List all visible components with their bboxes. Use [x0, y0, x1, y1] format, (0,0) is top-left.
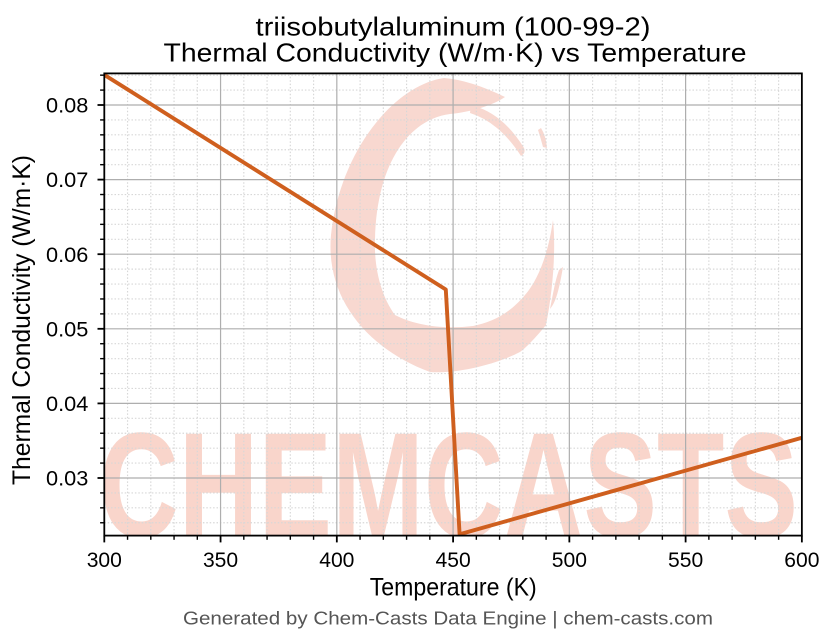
- svg-text:0.03: 0.03: [46, 467, 88, 491]
- svg-text:triisobutylaluminum (100-99-2): triisobutylaluminum (100-99-2): [256, 11, 651, 41]
- svg-text:CHEMCASTS: CHEMCASTS: [99, 401, 798, 569]
- svg-text:0.05: 0.05: [46, 317, 88, 341]
- svg-text:0.07: 0.07: [46, 168, 88, 192]
- svg-text:Temperature (K): Temperature (K): [370, 574, 537, 602]
- svg-text:350: 350: [203, 548, 238, 572]
- svg-text:Thermal Conductivity (W/m·K) v: Thermal Conductivity (W/m·K) vs Temperat…: [164, 37, 747, 67]
- svg-text:300: 300: [87, 548, 122, 572]
- svg-text:0.06: 0.06: [46, 243, 88, 267]
- svg-text:0.08: 0.08: [46, 94, 88, 118]
- svg-text:550: 550: [668, 548, 703, 572]
- svg-text:400: 400: [319, 548, 354, 572]
- svg-text:Thermal Conductivity (W/m·K): Thermal Conductivity (W/m·K): [8, 155, 36, 485]
- svg-text:0.04: 0.04: [46, 392, 88, 416]
- svg-text:Generated by Chem-Casts Data E: Generated by Chem-Casts Data Engine | ch…: [183, 608, 713, 629]
- svg-text:600: 600: [784, 548, 819, 572]
- svg-text:500: 500: [552, 548, 587, 572]
- svg-text:450: 450: [435, 548, 470, 572]
